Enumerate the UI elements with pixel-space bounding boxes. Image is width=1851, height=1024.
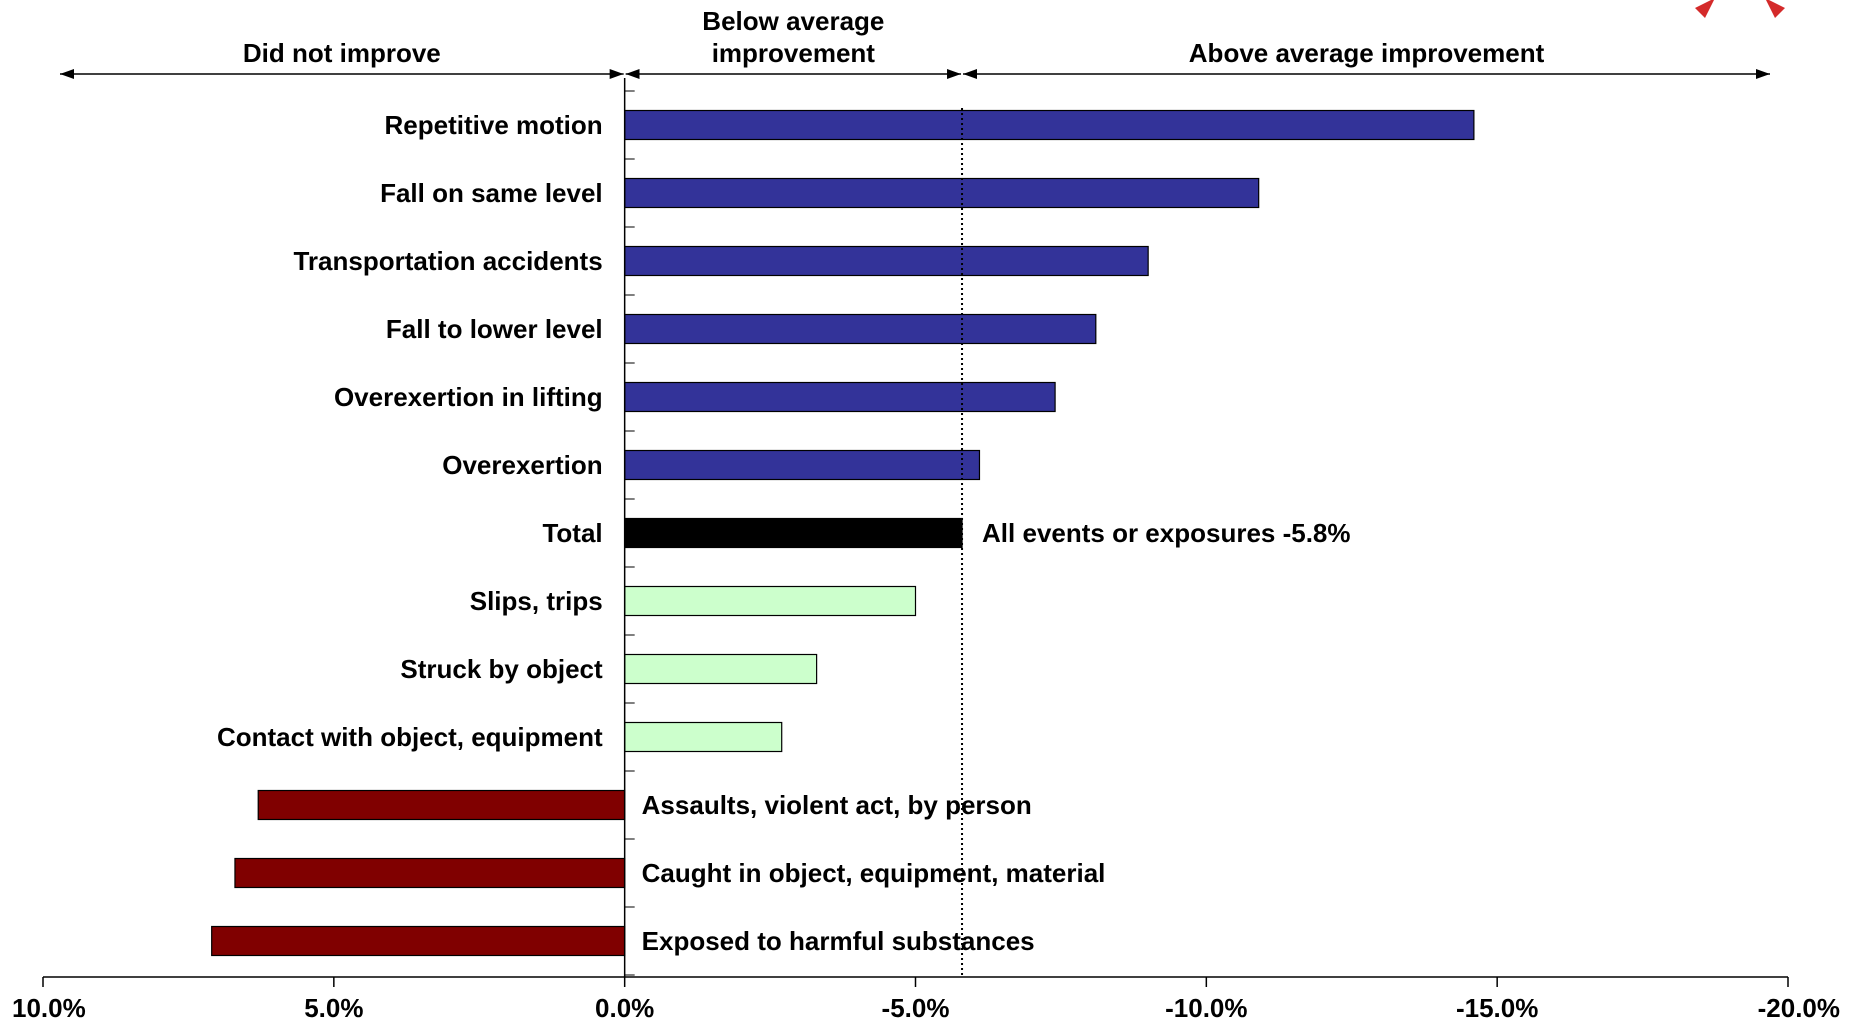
category-label: Total [542,518,602,548]
category-label: Exposed to harmful substances [642,926,1035,956]
x-tick-label: 10.0% [12,993,86,1023]
bar-labels: Repetitive motion Fall on same level Trans… [217,110,1105,956]
bar [624,585,917,617]
bar [624,109,1475,141]
bar [624,313,1097,345]
x-tick-label: 0.0% [595,993,654,1023]
category-label: Struck by object [400,654,603,684]
bar [624,381,1056,413]
bar [624,653,818,685]
category-label: Assaults, violent act, by person [642,790,1032,820]
category-label: Fall to lower level [386,314,603,344]
category-label: Caught in object, equipment, material [642,858,1106,888]
region-label: Did not improve [243,38,441,68]
category-label: Overexertion [442,450,602,480]
category-label: Transportation accidents [293,246,602,276]
x-tick-label: -15.0% [1456,993,1538,1023]
category-label: Contact with object, equipment [217,722,603,752]
bar [211,925,626,957]
category-label: Overexertion in lifting [334,382,603,412]
bar [234,857,626,889]
x-tick-label: -5.0% [882,993,950,1023]
x-tick-label: 5.0% [304,993,363,1023]
bar [624,449,981,481]
region-label: improvement [712,38,876,68]
bar [624,245,1149,277]
bar [624,721,783,753]
bar [624,177,1260,209]
average-label: All events or exposures -5.8% [982,518,1350,548]
region-label: Below average [702,6,884,36]
x-tick-label: -20.0% [1758,993,1840,1023]
bar [624,517,963,549]
region-label: Above average improvement [1189,38,1545,68]
bars [211,109,1475,957]
category-label: Slips, trips [470,586,603,616]
x-tick-label: -10.0% [1165,993,1247,1023]
axes: 10.0% 5.0% 0.0% -5.0% -10.0% -15.0% -20.0% [12,78,1840,1023]
category-label: Fall on same level [380,178,603,208]
category-label: Repetitive motion [385,110,603,140]
logo-fragment [1695,0,1785,18]
bar [257,789,626,821]
